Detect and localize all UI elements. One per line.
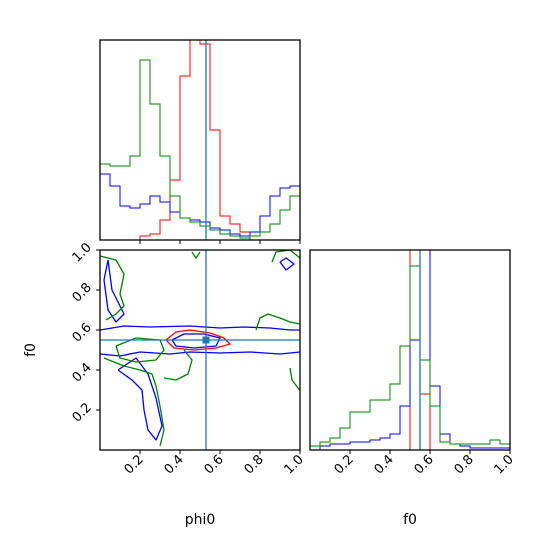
phi0-red-histogram xyxy=(139,40,251,240)
phi0-green-histogram xyxy=(100,59,300,240)
contour-blue xyxy=(100,351,300,357)
phi0-axis-xtick-label: 0.2 xyxy=(122,452,147,477)
f0-marginal-xtick-label: 0.8 xyxy=(452,452,477,477)
contour-green xyxy=(115,337,165,363)
contour-blue xyxy=(171,333,221,349)
contour-green xyxy=(271,250,300,263)
phi0-f0-contour-panel: 0.2 0.4 0.6 0.8 1.0 0.2 0.4 0.6 0.8 1.0 xyxy=(70,240,307,477)
contour-panel-frame xyxy=(99,249,301,451)
f0-marginal-xtick-label: 1.0 xyxy=(492,452,517,477)
x-axis-label-f0: f0 xyxy=(403,512,417,528)
contour-blue xyxy=(103,259,125,323)
f0-axis-ytick-label: 0.6 xyxy=(70,320,95,345)
contour-blue xyxy=(117,357,163,441)
phi0-axis-xtick-label: 0.8 xyxy=(242,452,267,477)
f0-marginal-frame xyxy=(309,249,511,451)
contour-blue xyxy=(279,257,295,271)
contour-green xyxy=(191,251,201,259)
f0-green-histogram xyxy=(310,265,510,450)
contour-green xyxy=(103,357,165,447)
phi0-marginal-histogram xyxy=(99,39,301,244)
phi0-marginal-frame xyxy=(99,39,301,241)
phi0-axis-xtick-label: 1.0 xyxy=(282,452,307,477)
phi0-blue-histogram xyxy=(100,173,300,240)
contour-green xyxy=(163,349,193,381)
f0-marginal-histogram: 0.2 0.4 0.6 0.8 1.0 xyxy=(309,249,517,477)
f0-marginal-xtick-label: 0.2 xyxy=(332,452,357,477)
f0-blue-histogram xyxy=(310,250,510,450)
f0-axis-ytick-label: 0.8 xyxy=(70,280,95,305)
contour-green xyxy=(289,367,300,391)
contour-green xyxy=(100,255,125,321)
y-axis-label-f0: f0 xyxy=(23,343,39,357)
contour-blue xyxy=(100,325,300,331)
f0-marginal-xtick-label: 0.6 xyxy=(412,452,437,477)
phi0-axis-xtick-label: 0.6 xyxy=(202,452,227,477)
f0-axis-ytick-label: 0.2 xyxy=(70,400,95,425)
contour-red xyxy=(165,329,231,351)
x-axis-label-phi0: phi0 xyxy=(185,512,216,528)
contour-green xyxy=(255,313,300,331)
f0-marginal-xtick-label: 0.4 xyxy=(372,452,397,477)
f0-axis-ytick-label: 1.0 xyxy=(70,240,95,265)
phi0-axis-xtick-label: 0.4 xyxy=(162,452,187,477)
f0-axis-ytick-label: 0.4 xyxy=(70,360,95,385)
truth-marker xyxy=(202,336,210,344)
